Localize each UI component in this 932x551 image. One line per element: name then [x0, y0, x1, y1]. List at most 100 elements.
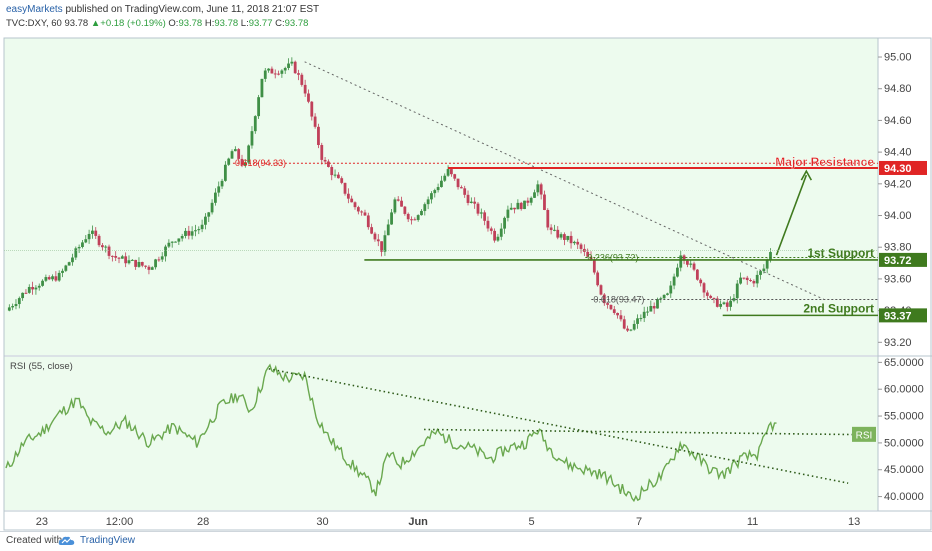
candle-down — [380, 241, 383, 252]
candle-down — [400, 200, 403, 207]
support2-price-label-box — [879, 308, 927, 323]
candle-up — [390, 212, 393, 225]
candle-up — [194, 230, 197, 232]
candle-down — [493, 230, 497, 241]
price-axis-label: 94.00 — [884, 210, 912, 222]
candle-down — [466, 194, 470, 203]
footer-bar: Created with TradingView — [0, 531, 932, 551]
candle-up — [523, 200, 526, 210]
candle-down — [589, 256, 593, 261]
candle-down — [237, 149, 241, 159]
rsi-axis-label: 65.0000 — [884, 357, 924, 369]
candle-up — [662, 294, 666, 299]
ohlc-close-label: C: — [275, 18, 285, 29]
candle-up — [180, 235, 184, 239]
major-resistance-label: Major Resistance — [775, 155, 874, 169]
candle-up — [443, 175, 447, 181]
candle-up — [223, 164, 227, 181]
candle-down — [709, 295, 713, 298]
candle-up — [204, 216, 207, 225]
symbol-info: TVC:DXY, 60 93.78 ▲+0.18 (+0.19%) O:93.7… — [6, 18, 308, 29]
chart-canvas[interactable]: 95.00 94.80 94.60 94.40 94.20 94.00 93.80 93.60… — [0, 0, 932, 531]
rsi-line[interactable] — [5, 363, 777, 503]
candle-up — [553, 229, 556, 231]
candle-up — [177, 238, 181, 242]
candle-down — [453, 174, 457, 179]
candle-down — [745, 277, 749, 281]
candle-up — [51, 276, 54, 280]
rsi-axis-label: 55.0000 — [884, 411, 924, 423]
rsi-indicator-title: RSI (55, close) — [10, 361, 73, 372]
candle-down — [682, 255, 686, 261]
candle-up — [57, 272, 61, 281]
time-axis-label: 5 — [529, 516, 535, 528]
ohlc-low-value: 93.77 — [248, 18, 273, 29]
candle-down — [307, 93, 310, 102]
candle-up — [446, 169, 450, 176]
candle-down — [396, 199, 400, 201]
candle-down — [110, 255, 114, 257]
support2-price-label: 93.37 — [884, 310, 912, 322]
price-axis-label: 94.80 — [884, 83, 912, 95]
candle-down — [297, 73, 300, 75]
publish-info: easyMarkets published on TradingView.com… — [6, 4, 319, 15]
candle-down — [699, 279, 703, 284]
candle-up — [263, 70, 267, 79]
candle-down — [596, 272, 600, 286]
candle-up — [642, 311, 646, 319]
target-arrow-head[interactable] — [800, 169, 813, 181]
candle-up — [676, 267, 679, 277]
candle-down — [602, 294, 606, 304]
candle-down — [410, 219, 413, 221]
candle-up — [11, 306, 15, 308]
candle-down — [356, 207, 360, 212]
ohlc-open-label: O: — [168, 18, 179, 29]
candle-up — [164, 246, 167, 257]
candle-down — [327, 161, 330, 167]
time-axis-label: 7 — [636, 516, 642, 528]
resistance-price-label-box — [879, 160, 927, 175]
resistance-price-label: 94.30 — [884, 163, 912, 175]
rsi-horizontal-line[interactable] — [424, 428, 879, 436]
candle-up — [509, 207, 513, 210]
candle-up — [420, 210, 423, 216]
candle-up — [27, 286, 31, 293]
candle-up — [227, 158, 231, 165]
candle-down — [579, 244, 583, 249]
tradingview-brand[interactable]: TradingView — [80, 535, 136, 546]
candle-up — [104, 246, 108, 248]
candle-down — [715, 298, 719, 307]
candle-up — [230, 151, 234, 159]
candle-down — [343, 182, 347, 194]
candle-down — [144, 265, 148, 267]
candle-down — [370, 227, 374, 234]
target-arrow-shaft[interactable] — [775, 174, 808, 256]
candle-down — [619, 315, 623, 320]
candle-down — [134, 259, 138, 267]
price-axis-label: 93.80 — [884, 242, 912, 254]
candle-up — [479, 212, 483, 214]
candle-up — [7, 307, 11, 311]
candle-up — [729, 300, 733, 307]
candle-up — [137, 261, 141, 267]
candle-down — [652, 306, 656, 309]
candle-down — [712, 297, 716, 299]
candle-down — [31, 286, 34, 290]
candle-up — [150, 267, 154, 270]
candle-up — [433, 190, 437, 194]
ohlc-low-label: L: — [240, 18, 249, 29]
candle-up — [44, 277, 48, 281]
published-text: published on TradingView.com, June 11, 2… — [62, 4, 320, 15]
candle-up — [197, 229, 201, 231]
candle-up — [732, 298, 736, 301]
candle-up — [506, 209, 510, 218]
tradingview-cloud-icon[interactable] — [58, 534, 76, 548]
time-axis-label: 30 — [316, 516, 328, 528]
support1-price-label: 93.72 — [884, 255, 912, 267]
candle-up — [649, 306, 653, 312]
rsi-legend-label: RSI — [856, 430, 873, 441]
candle-down — [473, 201, 477, 204]
author-link[interactable]: easyMarkets — [6, 4, 63, 15]
candle-down — [100, 245, 104, 248]
candle-up — [243, 162, 247, 166]
